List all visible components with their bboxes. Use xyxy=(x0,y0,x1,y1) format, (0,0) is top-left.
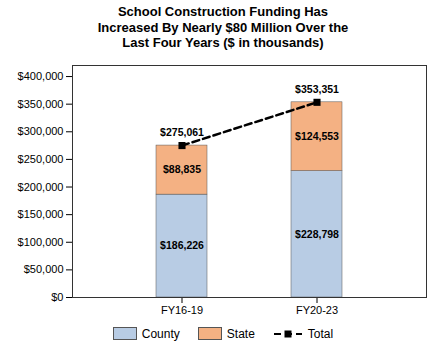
svg-text:$300,000: $300,000 xyxy=(18,125,64,137)
svg-text:$124,553: $124,553 xyxy=(295,130,339,142)
html-text:School Construction Funding Ha: School Construction Funding Has Increase… xyxy=(97,4,349,51)
svg-text:$350,000: $350,000 xyxy=(18,97,64,109)
svg-text:$100,000: $100,000 xyxy=(18,236,64,248)
svg-text:$275,061: $275,061 xyxy=(160,126,204,138)
svg-text:$186,226: $186,226 xyxy=(160,239,204,251)
html-text:County: County xyxy=(141,326,180,341)
svg-text:$228,798: $228,798 xyxy=(295,227,339,239)
svg-text:$50,000: $50,000 xyxy=(24,263,64,275)
svg-text:$400,000: $400,000 xyxy=(18,70,64,82)
svg-text:$88,835: $88,835 xyxy=(163,163,201,175)
svg-text:FY16-19: FY16-19 xyxy=(161,304,203,316)
svg-text:$250,000: $250,000 xyxy=(18,153,64,165)
svg-text:$150,000: $150,000 xyxy=(18,208,64,220)
html-text:Total: Total xyxy=(307,326,334,341)
svg-text:$353,351: $353,351 xyxy=(295,82,339,94)
svg-text:FY20-23: FY20-23 xyxy=(296,304,338,316)
svg-text:$0: $0 xyxy=(51,291,63,303)
html-text:State: State xyxy=(226,326,255,341)
svg-text:$200,000: $200,000 xyxy=(18,180,64,192)
